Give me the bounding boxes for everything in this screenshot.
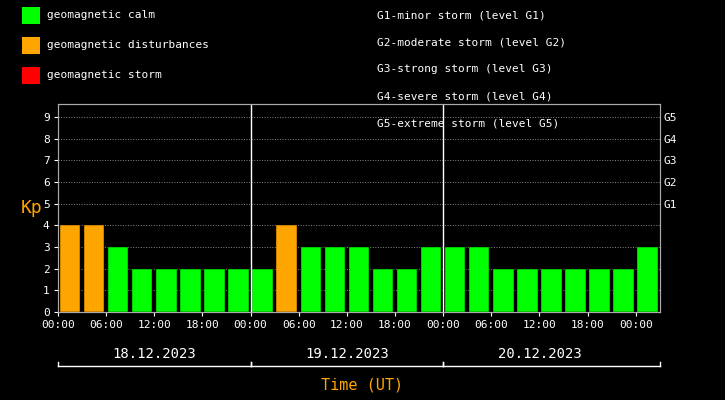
Bar <box>180 269 201 312</box>
Bar <box>541 269 562 312</box>
Bar <box>84 225 104 312</box>
Text: G1-minor storm (level G1): G1-minor storm (level G1) <box>377 10 546 20</box>
Bar <box>156 269 177 312</box>
Text: geomagnetic disturbances: geomagnetic disturbances <box>47 40 209 50</box>
Text: 18.12.2023: 18.12.2023 <box>112 347 196 361</box>
Bar <box>108 247 128 312</box>
Bar <box>325 247 345 312</box>
Text: G4-severe storm (level G4): G4-severe storm (level G4) <box>377 92 552 102</box>
Text: G3-strong storm (level G3): G3-strong storm (level G3) <box>377 64 552 74</box>
Bar <box>517 269 538 312</box>
Bar <box>493 269 513 312</box>
Bar <box>228 269 249 312</box>
Bar <box>469 247 489 312</box>
Text: 20.12.2023: 20.12.2023 <box>497 347 581 361</box>
Bar <box>276 225 297 312</box>
Bar <box>445 247 465 312</box>
Bar <box>300 247 321 312</box>
Text: G5-extreme storm (level G5): G5-extreme storm (level G5) <box>377 119 559 129</box>
Bar <box>589 269 610 312</box>
Bar <box>613 269 634 312</box>
Bar <box>420 247 442 312</box>
Bar <box>252 269 273 312</box>
Bar <box>59 225 80 312</box>
Text: Time (UT): Time (UT) <box>321 377 404 392</box>
Bar <box>204 269 225 312</box>
Bar <box>349 247 369 312</box>
Text: G2-moderate storm (level G2): G2-moderate storm (level G2) <box>377 37 566 47</box>
Bar <box>566 269 586 312</box>
Text: geomagnetic storm: geomagnetic storm <box>47 70 162 80</box>
Text: geomagnetic calm: geomagnetic calm <box>47 10 155 20</box>
Bar <box>397 269 418 312</box>
Text: 19.12.2023: 19.12.2023 <box>305 347 389 361</box>
Y-axis label: Kp: Kp <box>21 199 43 217</box>
Bar <box>637 247 658 312</box>
Bar <box>132 269 152 312</box>
Bar <box>373 269 393 312</box>
